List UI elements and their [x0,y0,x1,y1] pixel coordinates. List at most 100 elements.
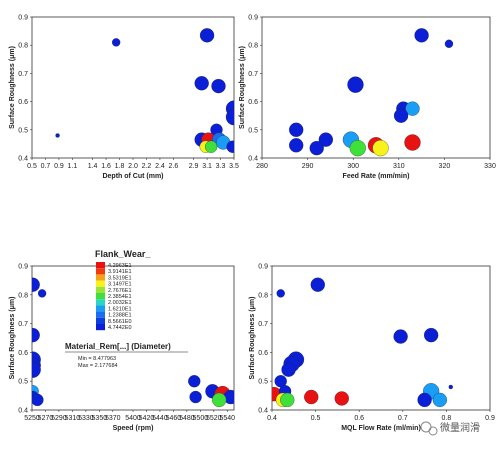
x-tick-label: 5370 [105,415,121,422]
data-point [349,139,366,157]
legend-label: 4.7442E0 [108,325,132,331]
y-tick-label: 0.7 [18,321,28,328]
watermark-text: 微量润滑 [440,421,480,434]
legend-label: 2.7676E1 [108,288,132,294]
data-points [32,277,234,408]
x-tick-label: 5350 [92,415,108,422]
x-tick-label: 3.1 [202,163,212,170]
data-point [372,139,389,157]
x-tick-label: 5440 [152,415,168,422]
y-tick-label: 0.9 [18,264,28,271]
data-point [281,362,296,377]
data-point [204,140,218,153]
legend-label: 2.3854E1 [108,294,132,300]
x-tick-label: 1.4 [88,163,98,170]
legend-swatch [96,268,105,275]
data-point [448,384,453,390]
watermark: 微量润滑 [420,421,480,436]
y-tick-label: 0.9 [248,15,258,22]
legend-swatch [96,274,105,281]
data-points [272,277,453,408]
y-tick-label: 0.8 [258,292,268,299]
x-tick-label: 0.9 [54,163,64,170]
data-point [417,392,432,408]
x-tick-label: 5330 [78,415,94,422]
data-point [304,389,319,405]
x-tick-label: 0.9 [485,415,495,422]
data-point [393,329,408,344]
y-tick-label: 0.6 [248,99,258,106]
x-axis-label: Speed (rpm) [113,425,154,432]
x-tick-label: 320 [439,163,451,170]
x-tick-label: 5400 [125,415,141,422]
data-point [289,138,304,153]
y-tick-label: 0.6 [18,99,28,106]
legend-label: 3.9141E1 [108,269,132,275]
x-tick-label: 2.6 [169,163,179,170]
data-point [309,140,324,156]
x-tick-label: 0.5 [311,415,321,422]
legend-swatch [96,280,105,287]
x-axis-label: Feed Rate (mm/min) [343,173,410,180]
data-point [444,39,454,48]
data-point [226,140,234,153]
y-tick-label: 0.9 [18,15,28,22]
size-legend-title: Material_Rem[...] (Diameter) [65,342,171,351]
data-point [37,289,47,298]
size-legend: Material_Rem[...] (Diameter) Min = 8.477… [65,342,188,369]
data-point [32,361,41,378]
x-tick-label: 0.5 [27,163,37,170]
data-point [432,392,448,408]
data-point [194,76,209,91]
chart-feed-rate: 0.4 0.5 0.6 0.7 0.8 0.9 280 290 300 310 320 330 Feed… [239,15,496,181]
x-tick-label: 0.8 [442,415,452,422]
x-tick-label: 0.4 [267,415,277,422]
plot-area [31,265,235,411]
legend-swatch [96,305,105,312]
x-tick-label: 3.3 [216,163,226,170]
x-tick-label: 2.0 [128,163,138,170]
legend-label: 4.2963E1 [108,263,132,269]
x-tick-label: 5540 [219,415,235,422]
x-tick-label: 5460 [166,415,182,422]
legend-label: 1.2388E1 [108,313,132,319]
x-tick-label: 2.9 [189,163,199,170]
data-points [55,28,234,153]
data-point [212,392,227,408]
x-tick-label: 5480 [179,415,195,422]
y-tick-label: 0.4 [18,156,28,163]
y-axis-label: Surface Roughness (μm) [239,46,246,129]
data-points [289,28,454,157]
y-tick-label: 0.8 [248,43,258,50]
y-tick-label: 0.5 [18,127,28,134]
wechat-bubble-icon [428,426,438,436]
x-tick-label: 280 [256,163,268,170]
x-tick-label: 3.5 [229,163,239,170]
data-point [189,390,202,404]
data-point [334,391,349,406]
legend-label: 2.0032E1 [108,300,132,306]
plot-area [271,265,491,411]
data-point [225,108,234,126]
y-tick-label: 0.4 [18,408,28,415]
x-tick-label: 290 [302,163,314,170]
x-tick-label: 5310 [65,415,81,422]
y-tick-label: 0.5 [258,379,268,386]
data-point [199,28,215,43]
x-tick-label: 5250 [24,415,40,422]
y-tick-label: 0.5 [248,127,258,134]
data-point [280,392,295,408]
y-axis-label: Surface Roughness (μm) [249,297,256,380]
legend-label: 8.5661E0 [108,319,132,325]
x-tick-label: 0.6 [354,415,364,422]
legend-swatch [96,299,105,306]
x-tick-label: 1.6 [101,163,111,170]
size-legend-min: Min = 8.477963 [78,356,116,362]
legend-swatch [96,311,105,318]
legend-swatch [96,293,105,300]
legend-swatch [96,262,105,269]
flank-wear-legend: Flank_Wear_ 4.2963E13.9141E13.5319E13.14… [95,249,151,331]
data-point [211,78,226,94]
chart-speed: 0.40.50.60.70.80.95250527052905310533053… [9,264,235,433]
